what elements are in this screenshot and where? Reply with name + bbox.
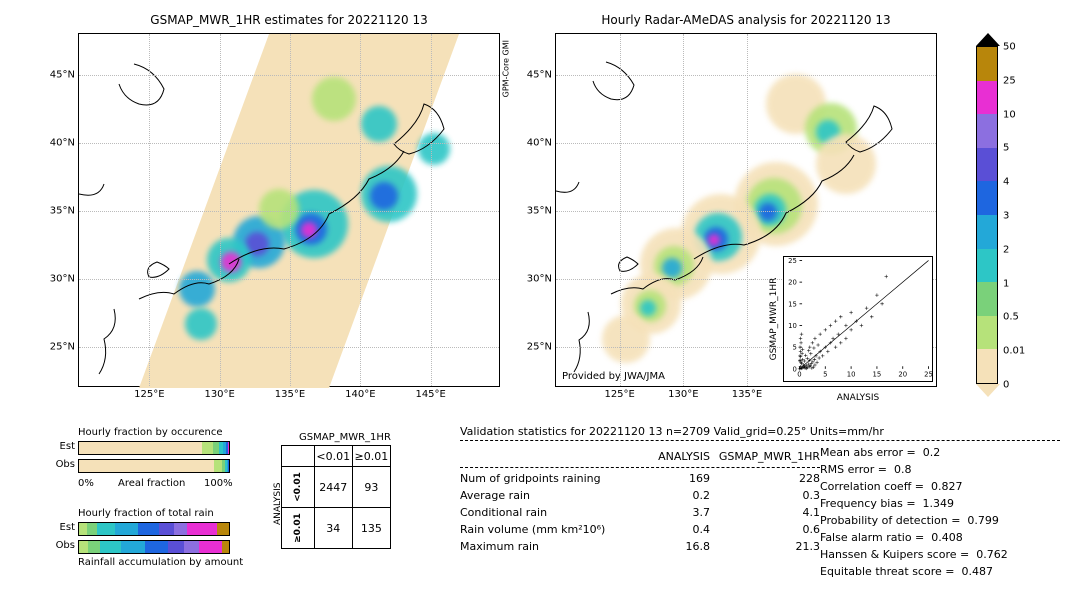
scatter-svg: 00 5 5 10 10 15 15 20 20 25 25	[784, 257, 932, 383]
stacked-row: Obs	[78, 540, 230, 554]
lon-tick: 145°E	[415, 386, 445, 400]
colorbar-tick: 5	[1003, 143, 1009, 154]
svg-text:5: 5	[793, 344, 797, 352]
colorbar-tick: 10	[1003, 109, 1016, 120]
colorbar: 00.010.512345102550	[976, 46, 998, 384]
stats-right-col: Mean abs error = 0.2RMS error = 0.8Corre…	[820, 444, 1008, 580]
stats-row: Conditional rain3.74.1	[460, 504, 820, 521]
lon-tick: 140°E	[345, 386, 375, 400]
lat-tick: 40°N	[527, 137, 556, 148]
svg-text:15: 15	[873, 371, 882, 379]
lat-tick: 35°N	[50, 206, 79, 217]
svg-text:0: 0	[797, 371, 801, 379]
colorbar-tick: 0.5	[1003, 312, 1019, 323]
lon-tick: 125°E	[134, 386, 164, 400]
svg-text:20: 20	[898, 371, 907, 379]
ct-cell: 2447	[314, 467, 352, 508]
svg-text:15: 15	[788, 300, 797, 308]
svg-text:20: 20	[788, 279, 797, 287]
scatter-ylabel: GSMAP_MWR_1HR	[769, 278, 779, 361]
svg-text:10: 10	[847, 371, 856, 379]
stats-title: Validation statistics for 20221120 13 n=…	[460, 425, 1060, 441]
lat-tick: 30°N	[50, 274, 79, 285]
svg-text:25: 25	[788, 257, 797, 265]
scatter-xlabel: ANALYSIS	[837, 393, 879, 403]
occurrence-title: Hourly fraction by occurence	[78, 427, 222, 438]
stacked-row: Est	[78, 441, 230, 455]
colorbar-tick: 25	[1003, 75, 1016, 86]
ct-cell: 135	[352, 508, 390, 549]
left-map-title: GSMAP_MWR_1HR estimates for 20221120 13	[78, 13, 500, 27]
satellite-label: GPM-Core GMI	[501, 40, 510, 97]
lat-tick: 45°N	[527, 69, 556, 80]
colorbar-tick: 3	[1003, 211, 1009, 222]
stacked-row: Obs	[78, 459, 230, 473]
contingency-table: GSMAP_MWR_1HRANALYSIS<0.01≥0.01<0.012447…	[273, 432, 391, 455]
stats-kv: Mean abs error = 0.2	[820, 444, 1008, 461]
stacked-row: Est	[78, 522, 230, 536]
colorbar-tick: 0	[1003, 380, 1009, 391]
svg-text:25: 25	[924, 371, 932, 379]
stats-kv: Probability of detection = 0.799	[820, 512, 1008, 529]
lon-tick: 135°E	[275, 386, 305, 400]
svg-text:5: 5	[823, 371, 827, 379]
svg-text:0: 0	[793, 365, 797, 373]
stats-row: Num of gridpoints raining169228	[460, 470, 820, 487]
stats-kv: RMS error = 0.8	[820, 461, 1008, 478]
provided-by: Provided by JWA/JMA	[562, 371, 665, 382]
stats-row: Rain volume (mm km²10⁶)0.40.6	[460, 521, 820, 538]
svg-text:10: 10	[788, 322, 797, 330]
stats-kv: Hanssen & Kuipers score = 0.762	[820, 546, 1008, 563]
lat-tick: 40°N	[50, 137, 79, 148]
ct-cell: 93	[352, 467, 390, 508]
lat-tick: 25°N	[50, 342, 79, 353]
lon-tick: 135°E	[732, 386, 762, 400]
stats-row: Average rain0.20.3	[460, 487, 820, 504]
lon-tick: 130°E	[204, 386, 234, 400]
stats-left-col: ANALYSISGSMAP_MWR_1HRNum of gridpoints r…	[460, 448, 820, 555]
stats-kv: Correlation coeff = 0.827	[820, 478, 1008, 495]
stats-kv: Frequency bias = 1.349	[820, 495, 1008, 512]
lon-tick: 125°E	[604, 386, 634, 400]
ct-cell: 34	[314, 508, 352, 549]
totalrain-title: Hourly fraction of total rain	[78, 508, 214, 519]
lat-tick: 30°N	[527, 274, 556, 285]
lon-tick: 130°E	[668, 386, 698, 400]
totalrain-footer: Rainfall accumulation by amount	[78, 557, 243, 568]
colorbar-tick: 2	[1003, 244, 1009, 255]
stats-kv: False alarm ratio = 0.408	[820, 529, 1008, 546]
colorbar-tick: 4	[1003, 177, 1009, 188]
stats-kv: Equitable threat score = 0.487	[820, 563, 1008, 580]
left-map-panel: GPM-Core GMI 45°N40°N35°N30°N25°N125°E13…	[78, 33, 500, 387]
stats-row: Maximum rain16.821.3	[460, 538, 820, 555]
scatter-inset: 00551010151520202525 ANALYSIS GSMAP_MWR_…	[783, 256, 933, 382]
colorbar-tick: 0.01	[1003, 346, 1025, 357]
page: { "maps": { "left": { "title": "GSMAP_MW…	[0, 0, 1080, 612]
ct-title: GSMAP_MWR_1HR	[299, 432, 391, 443]
right-map-title: Hourly Radar-AMeDAS analysis for 2022112…	[555, 13, 937, 27]
lat-tick: 35°N	[527, 206, 556, 217]
colorbar-tick: 1	[1003, 278, 1009, 289]
lat-tick: 25°N	[527, 342, 556, 353]
lat-tick: 45°N	[50, 69, 79, 80]
